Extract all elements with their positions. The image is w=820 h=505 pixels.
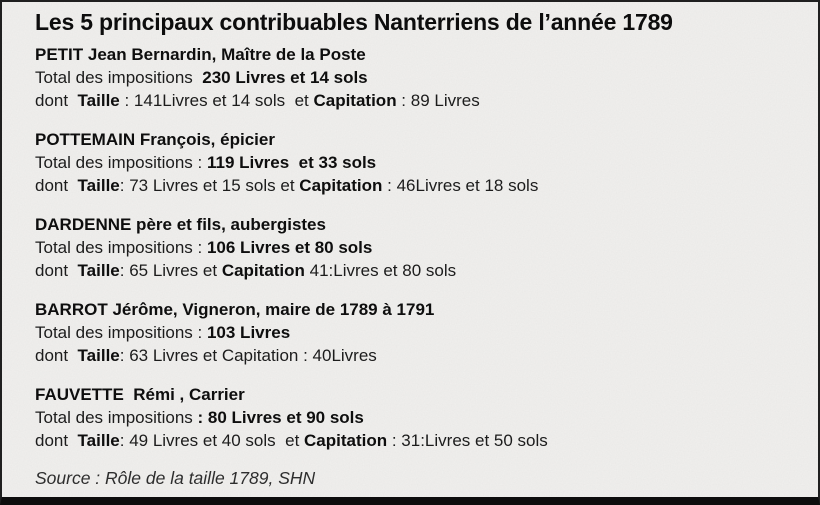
capitation-value: 41:Livres et 80 sols — [304, 261, 457, 280]
taxpayer-entry-pottemain: POTTEMAIN François, épicier Total des im… — [35, 128, 800, 197]
total-impositions-line: Total des impositions : 106 Livres et 80… — [35, 236, 800, 259]
taxpayer-entry-petit: PETIT Jean Bernardin, Maître de la Poste… — [35, 43, 800, 112]
taille-value: : 63 Livres et — [119, 346, 222, 365]
capitation-label: Capitation — [304, 431, 388, 450]
total-impositions-line: Total des impositions : 103 Livres — [35, 321, 800, 344]
taille-value: : 49 Livres et 40 sols et — [119, 431, 305, 450]
capitation-value: : 89 Livres — [396, 91, 480, 110]
taxpayer-entry-fauvette: FAUVETTE Rémi , Carrier Total des imposi… — [35, 383, 800, 452]
total-amount: 230 Livres et 14 sols — [202, 68, 368, 87]
total-label: Total des impositions — [35, 68, 203, 87]
total-amount: 103 Livres — [206, 323, 291, 342]
taille-value: : 141Livres et 14 sols et — [119, 91, 314, 110]
tax-detail-line: dont Taille: 65 Livres et Capitation 41:… — [35, 259, 800, 282]
total-impositions-line: Total des impositions : 80 Livres et 90 … — [35, 406, 800, 429]
taille-label: Taille — [77, 91, 120, 110]
page-title: Les 5 principaux contribuables Nanterrie… — [35, 9, 673, 35]
capitation-label: Capitation — [313, 91, 397, 110]
taxpayer-name: DARDENNE père et fils, aubergistes — [35, 215, 326, 234]
total-label: Total des impositions : — [35, 153, 207, 172]
taille-label: Taille — [77, 261, 120, 280]
taxpayer-name: FAUVETTE Rémi , Carrier — [35, 385, 245, 404]
total-amount: 106 Livres et 80 sols — [206, 238, 373, 257]
taille-value: : 65 Livres et — [119, 261, 222, 280]
dont-label: dont — [35, 91, 78, 110]
capitation-label: Capitation — [221, 346, 299, 365]
capitation-label: Capitation — [299, 176, 383, 195]
taxpayer-name: BARROT Jérôme, Vigneron, maire de 1789 à… — [35, 300, 435, 319]
total-label: Total des impositions : — [35, 238, 207, 257]
tax-detail-line: dont Taille: 73 Livres et 15 sols et Cap… — [35, 174, 800, 197]
taxpayer-name: PETIT Jean Bernardin, Maître de la Poste — [35, 45, 366, 64]
taxpayer-entry-dardenne: DARDENNE père et fils, aubergistes Total… — [35, 213, 800, 282]
dont-label: dont — [35, 176, 78, 195]
total-amount: : 80 Livres et 90 sols — [197, 408, 364, 427]
total-label: Total des impositions — [35, 408, 198, 427]
dont-label: dont — [35, 431, 78, 450]
total-impositions-line: Total des impositions : 119 Livres et 33… — [35, 151, 800, 174]
taxpayer-entry-barrot: BARROT Jérôme, Vigneron, maire de 1789 à… — [35, 298, 800, 367]
capitation-label: Capitation — [221, 261, 305, 280]
total-amount: 119 Livres et 33 sols — [206, 153, 377, 172]
taille-label: Taille — [77, 346, 120, 365]
capitation-value: : 46Livres et 18 sols — [382, 176, 539, 195]
tax-detail-line: dont Taille: 49 Livres et 40 sols et Cap… — [35, 429, 800, 452]
tax-detail-line: dont Taille: 63 Livres et Capitation : 4… — [35, 344, 800, 367]
dont-label: dont — [35, 261, 78, 280]
dont-label: dont — [35, 346, 78, 365]
capitation-value: : 40Livres — [298, 346, 377, 365]
taille-label: Taille — [77, 176, 120, 195]
source-citation: Source : Rôle de la taille 1789, SHN — [35, 468, 316, 488]
document-content: Les 5 principaux contribuables Nanterrie… — [2, 2, 818, 489]
total-label: Total des impositions : — [35, 323, 207, 342]
taxpayer-name: POTTEMAIN François, épicier — [35, 130, 275, 149]
taille-value: : 73 Livres et 15 sols et — [119, 176, 300, 195]
total-impositions-line: Total des impositions 230 Livres et 14 s… — [35, 66, 800, 89]
taille-label: Taille — [77, 431, 120, 450]
capitation-value: : 31:Livres et 50 sols — [387, 431, 548, 450]
tax-detail-line: dont Taille : 141Livres et 14 sols et Ca… — [35, 89, 800, 112]
